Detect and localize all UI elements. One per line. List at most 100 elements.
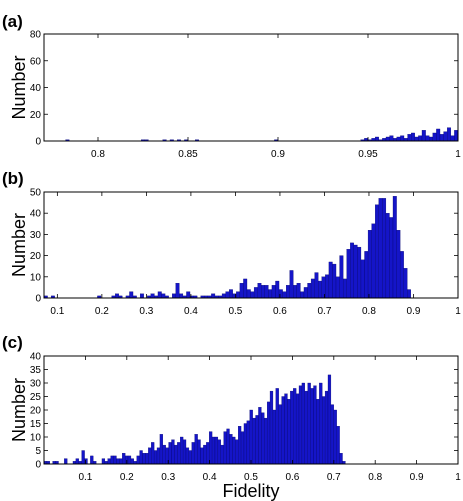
histogram-bar bbox=[194, 434, 198, 465]
histogram-bar bbox=[357, 246, 362, 299]
histogram-bar bbox=[136, 455, 140, 465]
histogram-bar bbox=[261, 412, 265, 465]
histogram-bar bbox=[367, 230, 372, 299]
histogram-bar bbox=[296, 283, 301, 299]
histogram-bar bbox=[307, 283, 312, 299]
histogram-bar bbox=[411, 132, 415, 142]
histogram-bar bbox=[439, 134, 444, 142]
x-tick-label: 0.1 bbox=[78, 472, 92, 483]
histogram-bar bbox=[414, 136, 419, 142]
y-axis-label: Number bbox=[9, 213, 29, 277]
histogram-bar bbox=[238, 426, 242, 465]
histogram-bar bbox=[313, 385, 317, 465]
y-tick-label: 30 bbox=[30, 230, 42, 241]
histogram-bar bbox=[185, 447, 190, 465]
histogram-bar bbox=[246, 420, 250, 465]
histogram-bar bbox=[203, 444, 207, 465]
x-tick-label: 0.8 bbox=[368, 472, 382, 483]
histogram-bar bbox=[250, 291, 255, 299]
histogram-bar bbox=[298, 385, 303, 465]
y-tick-label: 20 bbox=[30, 251, 42, 262]
histogram-bar bbox=[275, 388, 279, 465]
histogram-bar bbox=[232, 436, 236, 465]
histogram-bar bbox=[443, 131, 448, 142]
histogram-bar bbox=[342, 278, 347, 299]
histogram-bar bbox=[264, 285, 269, 299]
histogram-bar bbox=[272, 409, 276, 465]
histogram-bar bbox=[339, 255, 344, 299]
x-tick-label: 1 bbox=[455, 472, 461, 483]
histogram-bar bbox=[407, 134, 412, 142]
histogram-bar bbox=[90, 455, 94, 465]
histogram-bar bbox=[236, 291, 241, 299]
histogram-bar bbox=[350, 242, 354, 299]
x-axis-label: Fidelity bbox=[222, 481, 279, 501]
histogram-bar bbox=[328, 261, 333, 299]
x-tick-label: 0.1 bbox=[50, 306, 64, 317]
histogram-bar bbox=[139, 450, 143, 465]
histogram-bar bbox=[268, 289, 273, 299]
histogram-bar bbox=[333, 409, 337, 465]
x-tick-label: 0.2 bbox=[120, 472, 134, 483]
histogram-bar bbox=[110, 455, 114, 465]
histogram-bar bbox=[335, 276, 340, 299]
histogram-bar bbox=[375, 136, 379, 142]
histogram-bar bbox=[122, 453, 126, 465]
histogram-bar bbox=[418, 135, 423, 142]
histogram-bar bbox=[450, 135, 455, 142]
histogram-bar bbox=[255, 415, 259, 465]
histogram-bar bbox=[119, 458, 123, 465]
histogram-bar bbox=[115, 293, 119, 299]
y-tick-label: 0 bbox=[35, 294, 41, 305]
histogram-bar bbox=[436, 128, 441, 142]
histogram-bar bbox=[197, 439, 201, 465]
histogram-bar bbox=[339, 453, 343, 465]
y-tick-label: 50 bbox=[30, 188, 42, 199]
histogram-bar bbox=[142, 453, 146, 465]
x-tick-label: 0.8 bbox=[91, 149, 105, 160]
histogram-bar bbox=[225, 291, 230, 299]
histogram-bar bbox=[295, 393, 300, 465]
x-tick-label: 0.9 bbox=[271, 149, 285, 160]
histogram-bar bbox=[180, 436, 184, 465]
histogram-bar bbox=[221, 293, 226, 299]
histogram-bar bbox=[258, 407, 262, 465]
histogram-bar bbox=[324, 390, 329, 465]
histogram-bar bbox=[385, 136, 390, 142]
histogram-bar bbox=[226, 428, 230, 465]
y-tick-label: 15 bbox=[30, 419, 42, 430]
histogram-bar bbox=[322, 396, 326, 465]
histogram-bar bbox=[375, 204, 379, 299]
panel-label: (c) bbox=[2, 333, 23, 352]
chart-panel-3: 0.1 0.2 0.3 0.4 0.5 0.6 0.7 0.8 0.9 1051015202530… bbox=[2, 333, 461, 501]
histogram-bar bbox=[171, 439, 175, 465]
histogram-bar bbox=[290, 390, 294, 465]
histogram-bar bbox=[211, 293, 216, 299]
y-tick-label: 25 bbox=[30, 392, 42, 403]
histogram-bar bbox=[156, 447, 161, 465]
histogram-bar bbox=[175, 283, 180, 299]
x-tick-label: 0.9 bbox=[410, 472, 424, 483]
x-tick-label: 0.6 bbox=[273, 306, 287, 317]
histogram-bar bbox=[318, 280, 322, 299]
histogram-bar bbox=[249, 409, 253, 465]
x-tick-label: 0.4 bbox=[203, 472, 217, 483]
histogram-bar bbox=[130, 458, 134, 465]
y-tick-label: 35 bbox=[30, 365, 42, 376]
histogram-bar bbox=[396, 136, 401, 142]
histogram-bar bbox=[113, 455, 117, 465]
histogram-bar bbox=[257, 283, 262, 299]
x-tick-label: 0.6 bbox=[285, 472, 299, 483]
axes-frame bbox=[43, 33, 459, 142]
y-tick-label: 10 bbox=[30, 433, 42, 444]
y-tick-label: 20 bbox=[30, 406, 42, 417]
y-tick-label: 10 bbox=[30, 272, 42, 283]
histogram-bar bbox=[188, 450, 192, 465]
histogram-bar bbox=[454, 130, 459, 142]
histogram-bar bbox=[151, 442, 155, 465]
histogram-bar bbox=[287, 399, 291, 465]
histogram-bar bbox=[157, 291, 162, 299]
y-tick-label: 0 bbox=[35, 460, 41, 471]
histogram-bar bbox=[127, 455, 132, 465]
histogram-bar bbox=[243, 423, 248, 465]
